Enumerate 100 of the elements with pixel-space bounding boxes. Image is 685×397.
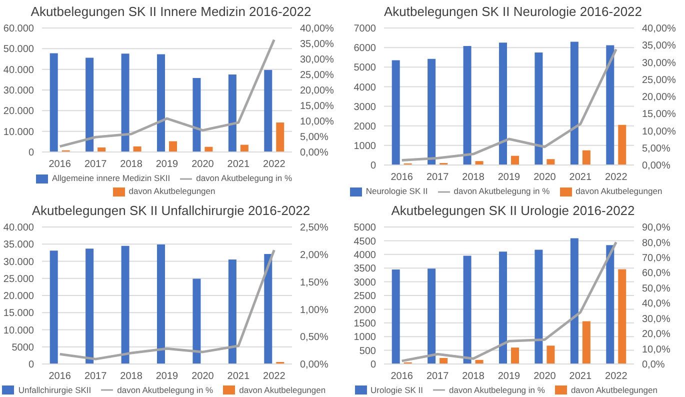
legend-label: Neurologie SK II — [366, 186, 428, 196]
y2-tick-label: 1,50% — [300, 276, 328, 288]
y-tick-label: 60.000 — [3, 24, 34, 35]
y2-tick-label: 30,00% — [300, 54, 334, 66]
legend-label: Allgemeine innere Medizin SKII — [52, 173, 170, 183]
y2-tick-label: 25,00% — [642, 74, 676, 86]
x-tick-label: 2021 — [569, 370, 592, 382]
y-tick-label: 4000 — [354, 82, 376, 94]
y-tick-label: 25.000 — [3, 273, 34, 284]
legend-label: Unfallchirurgie SKII — [18, 384, 92, 394]
x-tick-label: 2016 — [48, 159, 72, 170]
chart-title: Akutbelegungen SK II Urologie 2016-2022 — [390, 202, 636, 220]
bar — [240, 144, 248, 152]
y2-tick-label: 20,00% — [300, 86, 334, 97]
bar — [264, 70, 272, 152]
chart-title: Akutbelegungen SK II Unfallchirurgie 2016-2022 — [30, 202, 312, 220]
bar — [499, 251, 507, 364]
legend-label: davon Akutbelegungen — [576, 186, 662, 196]
y2-tick-label: 0,0% — [642, 359, 665, 370]
y2-tick-label: 35,00% — [300, 39, 334, 50]
bar — [169, 141, 177, 152]
y-tick-label: 500 — [359, 345, 376, 356]
bar — [511, 347, 519, 364]
y2-tick-label: 5,00% — [300, 132, 328, 144]
bar — [606, 45, 614, 165]
bar — [276, 122, 284, 152]
y2-tick-label: 40,00% — [300, 24, 334, 35]
x-tick-label: 2020 — [534, 172, 556, 184]
y-tick-label: 30.000 — [3, 256, 34, 268]
bar — [157, 244, 165, 364]
y-tick-label: 20.000 — [3, 106, 34, 118]
bar — [428, 58, 436, 165]
y2-tick-label: 25,00% — [300, 70, 334, 82]
x-tick-label: 2022 — [263, 159, 286, 170]
y-tick-label: 40.000 — [3, 222, 34, 234]
line-series — [58, 248, 276, 360]
y2-tick-label: 15,00% — [300, 101, 334, 112]
y2-tick-label: 10,0% — [642, 344, 670, 355]
x-tick-label: 2018 — [462, 370, 485, 382]
y-tick-label: 6000 — [354, 43, 376, 54]
y-tick-label: 50.000 — [3, 44, 34, 56]
bar — [228, 74, 236, 152]
bar — [534, 52, 543, 165]
legend-label: Urologie SK II — [370, 384, 423, 394]
x-tick-label: 2017 — [426, 370, 450, 382]
bar — [121, 54, 130, 152]
y2-tick-label: 30,0% — [642, 313, 670, 324]
bar — [546, 345, 555, 364]
bar — [570, 238, 578, 364]
y2-tick-label: 0,50% — [300, 332, 328, 343]
y2-tick-label: 0,00% — [300, 148, 328, 159]
chart-title: Akutbelegungen SK II Innere Medizin 2016-2022 — [30, 3, 312, 21]
bar — [499, 42, 507, 165]
bar — [582, 150, 590, 165]
x-tick-label: 2018 — [462, 172, 485, 184]
y2-tick-label: 60,0% — [642, 268, 670, 279]
bar — [264, 254, 272, 364]
x-tick-label: 2019 — [156, 159, 179, 170]
y2-tick-label: 40,0% — [642, 298, 670, 310]
y2-tick-label: 0,00% — [642, 160, 670, 172]
bar — [86, 248, 94, 364]
y-tick-label: 5000 — [354, 62, 376, 74]
y2-tick-label: 2,00% — [300, 249, 328, 260]
y2-tick-label: 50,0% — [642, 282, 670, 294]
bar — [463, 255, 472, 364]
y-tick-label: 5000 — [354, 222, 376, 234]
x-tick-label: 2019 — [498, 370, 521, 382]
y-tick-label: 40.000 — [3, 64, 34, 76]
y-tick-label: 5000 — [12, 342, 34, 353]
bar — [428, 268, 436, 364]
bar — [392, 60, 400, 165]
bar — [463, 46, 472, 165]
bar — [534, 249, 543, 364]
bar — [618, 268, 626, 364]
legend-label: davon Akutbelegung in % — [449, 384, 545, 394]
bar — [570, 42, 578, 165]
bar — [157, 54, 165, 152]
x-tick-label: 2017 — [84, 370, 108, 382]
legend-label: davon Akutbelegungen — [128, 186, 216, 196]
y-tick-label: 0 — [370, 160, 376, 172]
bar — [192, 278, 201, 364]
x-tick-label: 2016 — [390, 172, 414, 184]
x-tick-label: 2017 — [426, 172, 450, 184]
y2-tick-label: 15,00% — [642, 109, 676, 120]
y-tick-label: 7000 — [354, 24, 376, 35]
bar — [50, 53, 58, 152]
chart-title: Akutbelegungen SK II Neurologie 2016-2022 — [382, 3, 644, 21]
y-tick-label: 20.000 — [3, 290, 34, 302]
y-tick-label: 2000 — [354, 304, 376, 316]
legend-label: davon Akutbelegung in % — [196, 173, 292, 183]
bar — [86, 58, 94, 152]
x-tick-label: 2022 — [605, 370, 628, 382]
x-tick-label: 2021 — [227, 159, 250, 170]
y2-tick-label: 1,00% — [300, 304, 328, 316]
y-tick-label: 35.000 — [3, 239, 34, 250]
x-tick-label: 2020 — [192, 370, 214, 382]
y2-tick-label: 30,00% — [642, 58, 676, 69]
y-tick-label: 4500 — [354, 236, 376, 247]
y2-tick-label: 0,00% — [300, 359, 328, 370]
x-tick-label: 2019 — [498, 172, 521, 184]
